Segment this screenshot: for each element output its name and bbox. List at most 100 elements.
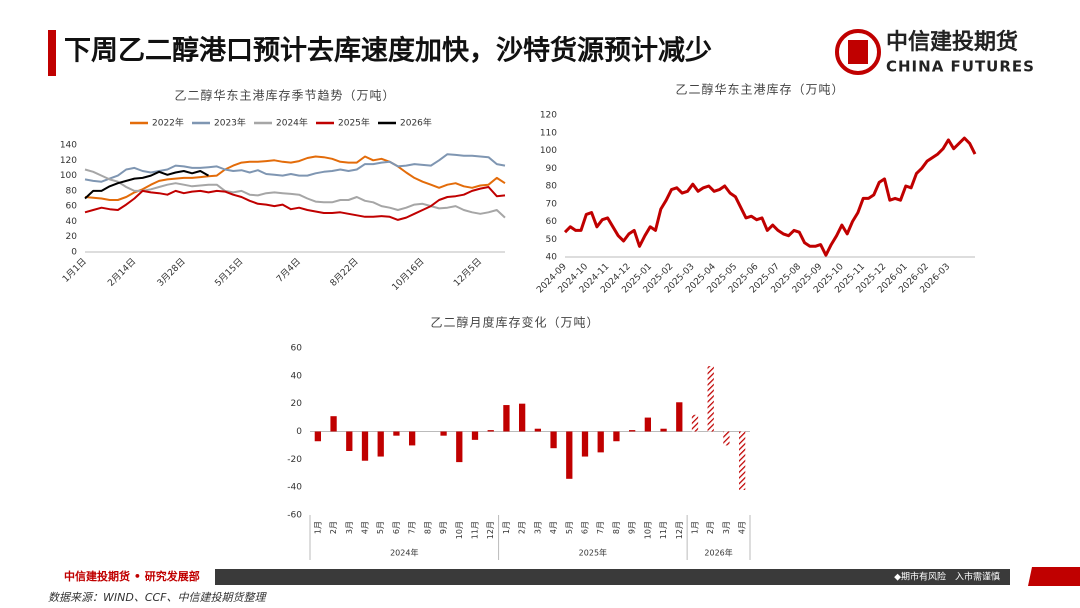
- x-tick-label: 3月: [345, 521, 354, 534]
- group-label: 2025年: [579, 548, 607, 558]
- x-tick-label: 4月: [361, 521, 370, 534]
- bar: [346, 431, 353, 451]
- legend-label: 2024年: [276, 117, 308, 129]
- bar: [471, 431, 479, 440]
- y-tick-label: -20: [287, 455, 302, 465]
- x-tick-label: 12月: [486, 521, 495, 539]
- x-tick-label: 9月: [439, 521, 448, 534]
- source-note: 数据来源：WIND、CCF、中信建投期货整理: [48, 591, 268, 604]
- bar: [550, 431, 557, 449]
- x-tick-label: 4月: [549, 521, 558, 534]
- group-label: 2024年: [390, 548, 418, 558]
- legend-label: 2023年: [214, 117, 246, 129]
- x-tick-label: 2月: [329, 521, 338, 534]
- x-tick-label: 4月: [738, 521, 747, 534]
- y-tick-label: 40: [291, 371, 303, 381]
- legend-label: 2025年: [338, 117, 370, 129]
- x-tick-label: 1月1日: [60, 256, 89, 285]
- chart-title: 乙二醇月度库存变化（万吨）: [430, 315, 599, 330]
- bar: [566, 431, 573, 479]
- bar: [503, 405, 510, 432]
- bar: [393, 431, 400, 436]
- x-tick-label: 7月4日: [274, 256, 303, 285]
- x-tick-label: 10月: [455, 521, 464, 539]
- x-tick-label: 6月: [581, 521, 590, 534]
- y-tick-label: 0: [296, 427, 302, 437]
- x-tick-label: 6月: [392, 521, 401, 534]
- bar: [330, 416, 337, 432]
- y-tick-label: 90: [546, 164, 558, 174]
- y-tick-label: -40: [287, 483, 302, 493]
- x-tick-label: 1月: [313, 521, 322, 534]
- y-tick-label: 40: [66, 217, 78, 227]
- x-tick-label: 12月: [675, 521, 684, 539]
- x-tick-label: 7月: [596, 521, 605, 534]
- y-tick-label: 20: [66, 232, 78, 242]
- x-tick-label: 12月5日: [452, 256, 485, 289]
- data-line: [84, 155, 506, 201]
- group-label: 2026年: [704, 548, 732, 558]
- y-tick-label: 40: [546, 253, 558, 263]
- x-tick-label: 5月: [376, 521, 385, 534]
- bar: [644, 417, 651, 432]
- y-tick-label: 100: [540, 146, 557, 156]
- x-tick-label: 8月: [612, 521, 621, 534]
- bar: [314, 431, 321, 442]
- y-tick-label: 20: [291, 399, 303, 409]
- y-tick-label: 60: [291, 344, 303, 354]
- data-line: [563, 136, 977, 257]
- bar: [581, 431, 589, 457]
- legend-label: 2026年: [400, 117, 432, 129]
- chart-title: 乙二醇华东主港库存（万吨）: [675, 82, 844, 97]
- x-tick-label: 5月: [565, 521, 574, 534]
- bar: [534, 428, 541, 432]
- x-tick-label: 1月: [502, 521, 511, 534]
- y-tick-label: 100: [60, 171, 77, 181]
- x-tick-label: 1月: [691, 521, 700, 534]
- footer-accent: [1028, 567, 1080, 586]
- slide-title: 下周乙二醇港口预计去库速度加快，沙特货源预计减少: [64, 35, 712, 67]
- x-tick-label: 3月28日: [155, 256, 188, 289]
- logo-en: CHINA FUTURES: [886, 58, 1035, 76]
- x-tick-label: 3月: [722, 521, 731, 534]
- bar: [440, 431, 447, 436]
- x-tick-label: 11月: [659, 521, 668, 539]
- y-tick-label: -60: [287, 511, 302, 521]
- bar: [629, 430, 636, 432]
- x-tick-label: 2月: [518, 521, 527, 534]
- bar: [691, 414, 699, 432]
- logo-mark: [835, 29, 881, 75]
- y-tick-label: 0: [71, 248, 77, 258]
- logo-mark-inner: [848, 40, 868, 64]
- bar: [487, 430, 494, 432]
- logo-cn: 中信建投期货: [886, 29, 1018, 55]
- data-line: [84, 170, 209, 200]
- bar: [409, 431, 416, 446]
- footer-warning: ◆期市有风险 入市需谨慎: [894, 571, 1000, 583]
- bar: [361, 431, 369, 461]
- x-tick-label: 2月: [706, 521, 715, 534]
- x-tick-label: 8月: [423, 521, 432, 534]
- y-tick-label: 120: [540, 111, 557, 121]
- chart-title: 乙二醇华东主港库存季节趋势（万吨）: [174, 88, 395, 103]
- data-line: [84, 186, 506, 221]
- x-tick-label: 10月: [643, 521, 652, 539]
- y-tick-label: 60: [66, 202, 78, 212]
- x-tick-label: 9月: [628, 521, 637, 534]
- y-tick-label: 80: [546, 182, 558, 192]
- y-tick-label: 70: [546, 199, 558, 209]
- legend-label: 2022年: [152, 117, 184, 129]
- bar: [597, 431, 604, 453]
- x-tick-label: 3月: [533, 521, 542, 534]
- bar: [660, 428, 667, 432]
- x-tick-label: 8月22日: [328, 256, 361, 289]
- title-accent: [48, 30, 56, 76]
- y-tick-label: 50: [546, 235, 558, 245]
- bar: [707, 366, 714, 432]
- bar: [676, 402, 683, 432]
- bar: [456, 431, 463, 463]
- data-line: [84, 168, 506, 219]
- footer-dept: 中信建投期货 • 研究发展部: [64, 569, 200, 583]
